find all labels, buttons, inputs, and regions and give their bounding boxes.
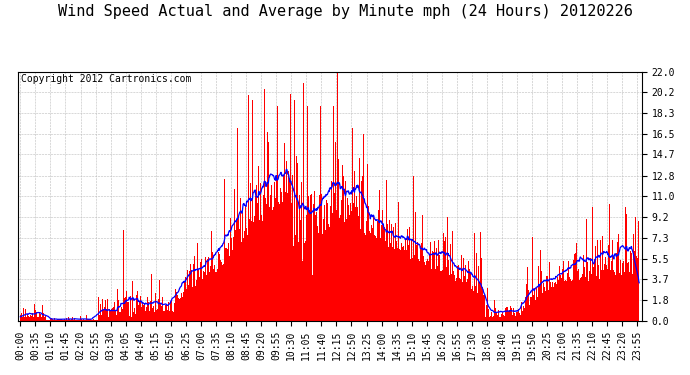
Text: Wind Speed Actual and Average by Minute mph (24 Hours) 20120226: Wind Speed Actual and Average by Minute … (57, 4, 633, 19)
Text: Copyright 2012 Cartronics.com: Copyright 2012 Cartronics.com (21, 74, 192, 84)
